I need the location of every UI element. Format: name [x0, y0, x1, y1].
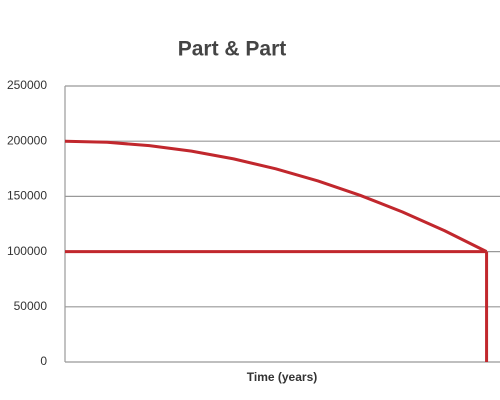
- y-tick-label: 250000: [7, 78, 47, 92]
- y-tick-label: 100000: [7, 244, 47, 258]
- y-tick-label: 150000: [7, 189, 47, 203]
- y-tick-label: 200000: [7, 133, 47, 147]
- y-tick-label: 0: [40, 354, 47, 368]
- chart-title: Part & Part: [178, 38, 287, 61]
- x-axis-label: Time (years): [247, 370, 317, 384]
- line-series: [64, 139, 488, 253]
- y-tick-label: 50000: [14, 299, 48, 313]
